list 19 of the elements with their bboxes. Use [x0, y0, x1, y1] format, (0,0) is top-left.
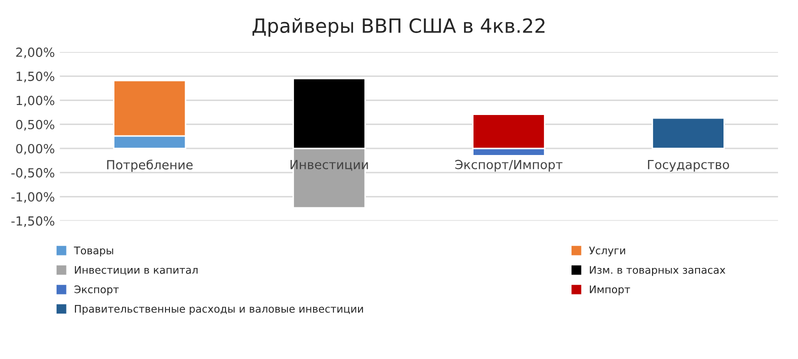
y-tick-label: -1,50%: [11, 216, 54, 227]
legend-label: Импорт: [590, 286, 630, 296]
y-tick-label: 1,00%: [16, 96, 54, 106]
y-tick-label: -1,00%: [11, 192, 54, 203]
x-tick-label: Государство: [648, 160, 730, 172]
chart-title: Драйверы ВВП США в 4кв.22: [252, 18, 544, 37]
legend-label: Правительственные расходы и валовые инвестиции: [74, 305, 363, 315]
legend-label: Экспорт: [74, 285, 119, 296]
legend-label: Товары: [74, 246, 114, 256]
legend-label: Изм. в товарных запасах: [590, 266, 726, 276]
y-tick-label: -0,50%: [11, 168, 54, 179]
y-tick-label: 0,50%: [16, 120, 54, 131]
x-tick-label: Потребление: [107, 160, 193, 172]
legend-label: Инвестиции в капитал: [74, 266, 198, 276]
x-tick-label: Экспорт/Импорт: [455, 160, 562, 172]
y-tick-label: 0,00%: [16, 144, 54, 155]
y-tick-label: 2,00%: [16, 48, 54, 58]
legend-label: Услуги: [589, 246, 626, 256]
y-tick-label: 1,50%: [16, 72, 54, 82]
